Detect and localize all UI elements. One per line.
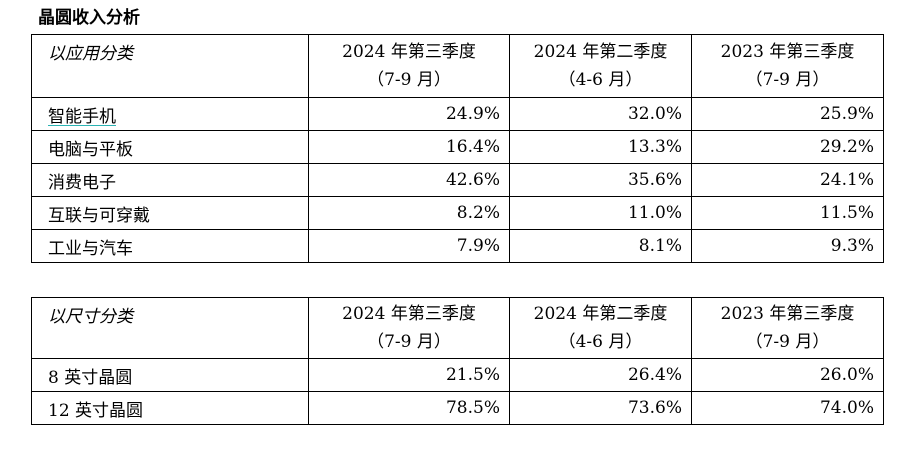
row-label: 12 英寸晶圆 [31, 391, 309, 425]
period-label: 2023 年第三季度 [720, 304, 855, 324]
table-row: 工业与汽车 7.9% 8.1% 9.3% [31, 229, 884, 263]
row-label: 电脑与平板 [31, 130, 309, 164]
value-cell: 26.0% [691, 358, 884, 392]
category-header: 以应用分类 [31, 34, 309, 98]
value-cell: 7.9% [308, 229, 510, 263]
table-row: 智能手机 24.9% 32.0% 25.9% [31, 97, 884, 131]
value-cell: 16.4% [308, 130, 510, 164]
table-row: 消费电子 42.6% 35.6% 24.1% [31, 163, 884, 197]
value-cell: 42.6% [308, 163, 510, 197]
value-cell: 11.5% [691, 196, 884, 230]
period-header-2024-q3: 2024 年第三季度 （7-9 月） [308, 297, 510, 359]
table-row: 互联与可穿戴 8.2% 11.0% 11.5% [31, 196, 884, 230]
period-label: 2024 年第二季度 [533, 304, 668, 324]
value-cell: 32.0% [509, 97, 692, 131]
period-months: （7-9 月） [367, 70, 451, 90]
table-row: 8 英寸晶圆 21.5% 26.4% 26.0% [31, 358, 884, 392]
period-months: （4-6 月） [558, 70, 643, 90]
row-label: 互联与可穿戴 [31, 196, 309, 230]
page-title: 晶圆收入分析 [38, 8, 140, 28]
value-cell: 11.0% [509, 196, 692, 230]
period-months: （7-9 月） [367, 332, 451, 352]
row-label: 8 英寸晶圆 [31, 358, 309, 392]
value-cell: 29.2% [691, 130, 884, 164]
value-cell: 8.2% [308, 196, 510, 230]
period-months: （4-6 月） [558, 332, 643, 352]
value-cell: 13.3% [509, 130, 692, 164]
row-label: 工业与汽车 [31, 229, 309, 263]
revenue-by-size-table: 以尺寸分类 2024 年第三季度 （7-9 月） 2024 年第二季度 （4-6… [31, 297, 884, 425]
period-header-2024-q2: 2024 年第二季度 （4-6 月） [509, 297, 692, 359]
row-label: 智能手机 [31, 97, 309, 131]
value-cell: 74.0% [691, 391, 884, 425]
table-row: 12 英寸晶圆 78.5% 73.6% 74.0% [31, 391, 884, 425]
table-header-row: 以尺寸分类 2024 年第三季度 （7-9 月） 2024 年第二季度 （4-6… [31, 297, 884, 359]
value-cell: 26.4% [509, 358, 692, 392]
value-cell: 24.9% [308, 97, 510, 131]
value-cell: 9.3% [691, 229, 884, 263]
value-cell: 25.9% [691, 97, 884, 131]
period-label: 2023 年第三季度 [720, 42, 855, 62]
value-cell: 78.5% [308, 391, 510, 425]
row-label: 消费电子 [31, 163, 309, 197]
period-months: （7-9 月） [745, 70, 830, 90]
table-header-row: 以应用分类 2024 年第三季度 （7-9 月） 2024 年第二季度 （4-6… [31, 34, 884, 98]
period-label: 2024 年第三季度 [342, 42, 476, 62]
row-label-text: 智能手机 [48, 106, 116, 127]
period-header-2024-q2: 2024 年第二季度 （4-6 月） [509, 34, 692, 98]
period-months: （7-9 月） [745, 332, 830, 352]
period-label: 2024 年第三季度 [342, 304, 476, 324]
value-cell: 24.1% [691, 163, 884, 197]
period-label: 2024 年第二季度 [533, 42, 668, 62]
period-header-2023-q3: 2023 年第三季度 （7-9 月） [691, 34, 884, 98]
table-row: 电脑与平板 16.4% 13.3% 29.2% [31, 130, 884, 164]
value-cell: 8.1% [509, 229, 692, 263]
period-header-2023-q3: 2023 年第三季度 （7-9 月） [691, 297, 884, 359]
value-cell: 73.6% [509, 391, 692, 425]
period-header-2024-q3: 2024 年第三季度 （7-9 月） [308, 34, 510, 98]
category-header: 以尺寸分类 [31, 297, 309, 359]
revenue-by-application-table: 以应用分类 2024 年第三季度 （7-9 月） 2024 年第二季度 （4-6… [31, 34, 884, 263]
value-cell: 35.6% [509, 163, 692, 197]
value-cell: 21.5% [308, 358, 510, 392]
